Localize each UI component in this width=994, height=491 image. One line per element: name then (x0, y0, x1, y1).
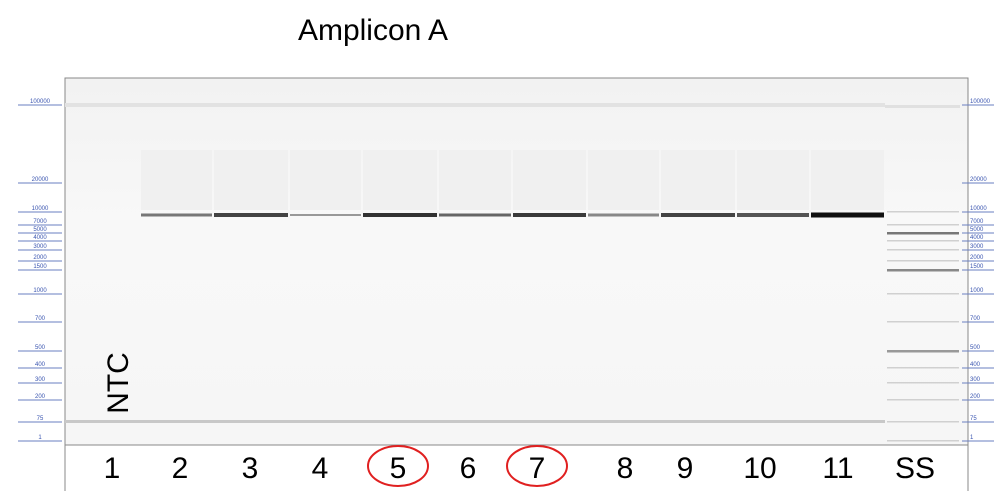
lane-label: 3 (242, 452, 259, 485)
smear (513, 150, 586, 210)
ladder-band (887, 321, 959, 323)
smear (811, 150, 884, 210)
lane-label: 5 (390, 452, 407, 485)
ladder-band (887, 367, 959, 369)
title: Amplicon A (298, 14, 448, 47)
ladder-label: 1500 (970, 264, 984, 270)
band (661, 213, 735, 217)
ladder-label: 300 (970, 377, 981, 383)
smear (214, 150, 288, 210)
ladder-label: 400 (970, 362, 981, 368)
lane-note: NTC (102, 352, 135, 414)
smear (737, 150, 809, 210)
ladder-band (887, 224, 959, 226)
smear (439, 150, 511, 210)
ladder-label: 1000 (33, 288, 47, 294)
ladder-label: 10000 (970, 206, 987, 212)
lane-label: 7 (529, 452, 546, 485)
gel (65, 78, 968, 445)
band (141, 214, 212, 217)
ladder-band (887, 249, 959, 251)
ladder-label: 700 (35, 316, 46, 322)
smear (588, 150, 659, 210)
ladder-label: 20000 (32, 177, 49, 183)
gel-figure: Amplicon A NTC 100000 100000 20000 20000 100… (0, 0, 994, 491)
lane-label: 1 (104, 452, 121, 485)
ladder-label: 200 (35, 394, 46, 400)
lane-label: 2 (172, 452, 189, 485)
ladder-label: 5000 (33, 227, 47, 233)
ladder-band (887, 240, 959, 242)
ladder-band (887, 260, 959, 262)
ladder-label: 7000 (33, 219, 47, 225)
ladder-band (887, 293, 959, 295)
ladder-label: 400 (35, 362, 46, 368)
band (513, 213, 586, 217)
ladder-label: 4000 (970, 235, 984, 241)
band (439, 214, 511, 217)
band (737, 213, 809, 217)
lane-label: 10 (743, 452, 776, 485)
band (588, 214, 659, 217)
ladder-label: 20000 (970, 177, 987, 183)
ladder-label: 7000 (970, 219, 984, 225)
band (885, 105, 960, 108)
ladder-band (887, 269, 959, 272)
ladder-label: 4000 (33, 235, 47, 241)
ladder-label: 1500 (33, 264, 47, 270)
page: {"header": {"title": "Amplicon A"}, "lan… (0, 0, 994, 491)
lane-label: 6 (460, 452, 477, 485)
ladder-label: 5000 (970, 227, 984, 233)
ladder-label: 10000 (32, 206, 49, 212)
ladder-label: 75 (37, 416, 44, 422)
ladder-band (887, 399, 959, 401)
lane-label: 8 (617, 452, 634, 485)
lane-label: SS (895, 452, 935, 485)
ladder-label: 200 (970, 394, 981, 400)
ladder-label: 100000 (970, 99, 991, 105)
ladder-band (887, 421, 959, 423)
band (65, 420, 885, 423)
lane-label: 4 (312, 452, 329, 485)
ladder-label: 500 (35, 345, 46, 351)
lane-label: 11 (822, 452, 853, 485)
lane-label: 9 (677, 452, 694, 485)
ladder-label: 500 (970, 345, 981, 351)
ladder-label: 300 (35, 377, 46, 383)
ladder-label: 2000 (970, 255, 984, 261)
band (65, 103, 885, 107)
smear (363, 150, 437, 210)
ladder-band (887, 232, 959, 235)
ladder-band (887, 350, 959, 353)
ladder-band (887, 211, 959, 213)
ladder-label: 700 (970, 316, 981, 322)
ladder-label: 1 (38, 435, 42, 441)
ladder-label: 100000 (30, 99, 51, 105)
band (290, 214, 361, 216)
ladder-label: 1 (970, 435, 974, 441)
band (363, 213, 437, 217)
smear (290, 150, 361, 210)
ladder-label: 75 (970, 416, 977, 422)
band (214, 213, 288, 217)
band (811, 213, 884, 218)
ladder-band (887, 382, 959, 384)
smear (661, 150, 735, 210)
ladder-band (887, 440, 959, 442)
ladder-label: 1000 (970, 288, 984, 294)
smear (141, 150, 212, 210)
ladder-label: 3000 (33, 244, 47, 250)
ladder-label: 2000 (33, 255, 47, 261)
ladder-label: 3000 (970, 244, 984, 250)
